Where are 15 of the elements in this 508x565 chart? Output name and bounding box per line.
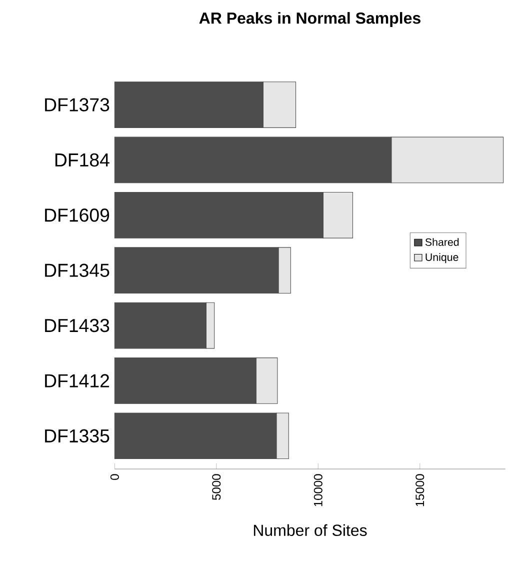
x-axis-title: Number of Sites (254, 524, 367, 536)
x-tick-label: 15000 (416, 474, 424, 506)
y-tick-label: DF1433 (45, 318, 110, 332)
y-tick-label: DF184 (55, 153, 110, 167)
legend-label: Unique (426, 253, 458, 264)
x-tick-label: 0 (110, 474, 119, 480)
y-tick-label: DF1609 (45, 208, 110, 222)
chart-title: AR Peaks in Normal Samples (199, 12, 420, 27)
y-tick-label: DF1335 (45, 429, 110, 443)
y-tick-label: DF1345 (45, 264, 110, 277)
legend-label: Shared (425, 238, 459, 246)
x-tick-label: 10000 (314, 474, 322, 506)
y-tick-label: DF1412 (45, 374, 110, 388)
y-tick-label: DF1373 (45, 98, 110, 112)
x-tick-label: 5000 (212, 474, 221, 500)
